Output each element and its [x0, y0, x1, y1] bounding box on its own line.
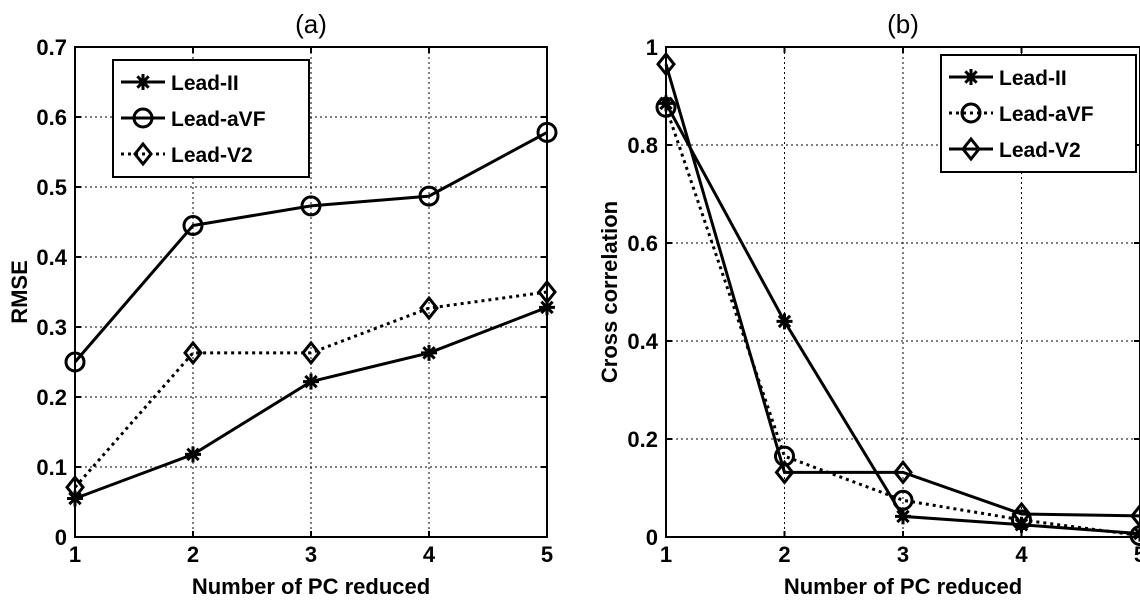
- x-tick-label: 5: [541, 542, 553, 567]
- y-tick-label: 0: [646, 525, 658, 550]
- series-lead-v2: [656, 51, 1140, 529]
- data-point: [418, 185, 440, 207]
- y-tick-label: 0.4: [627, 329, 658, 354]
- data-point: [1011, 509, 1032, 531]
- data-point: [183, 340, 203, 366]
- y-tick-label: 0.3: [36, 315, 67, 340]
- x-tick-label: 2: [187, 542, 199, 567]
- data-point: [303, 373, 319, 390]
- x-axis-label: Number of PC reduced: [192, 574, 430, 599]
- data-point: [895, 508, 911, 525]
- y-tick-label: 0.6: [36, 105, 67, 130]
- data-point: [1130, 503, 1140, 529]
- y-tick-label: 0.8: [627, 133, 658, 158]
- x-tick-label: 1: [69, 542, 81, 567]
- y-tick-label: 0.4: [36, 245, 67, 270]
- series-line: [73, 131, 548, 363]
- data-point: [421, 344, 437, 361]
- x-tick-label: 1: [660, 542, 672, 567]
- y-tick-label: 0.6: [627, 231, 658, 256]
- series-line: [664, 63, 1140, 518]
- y-tick-label: 0.5: [36, 175, 67, 200]
- legend-label: Lead-aVF: [171, 108, 266, 131]
- legend-marker: [963, 69, 979, 85]
- y-tick-label: 0.2: [36, 385, 67, 410]
- y-axis-label: RMSE: [7, 260, 32, 324]
- x-tick-label: 4: [1015, 542, 1028, 567]
- y-tick-label: 0.7: [36, 35, 67, 60]
- y-tick-label: 0.1: [36, 455, 67, 480]
- data-point: [185, 446, 201, 463]
- legend-label: Lead-V2: [171, 144, 253, 167]
- x-tick-label: 4: [423, 542, 436, 567]
- legend-marker: [133, 141, 153, 167]
- y-tick-label: 0.2: [627, 427, 658, 452]
- x-tick-label: 3: [897, 542, 909, 567]
- y-tick-label: 0: [55, 525, 67, 550]
- data-point: [893, 459, 913, 485]
- chart-panel-1: 1 2 3 4 5 0 0.1 0.2 0.3 0.4 0.5 0.6 0.7 Lead-II Lead-a…: [7, 9, 558, 599]
- data-point: [892, 489, 914, 511]
- data-point: [182, 215, 204, 236]
- data-point: [301, 340, 321, 366]
- legend-label: Lead-II: [171, 72, 239, 95]
- chart-panel-2: 1 2 3 4 5 0 0.2 0.4 0.6 0.8 1 Lead-II Lead-aVF Lead-V…: [597, 9, 1140, 599]
- data-point: [774, 445, 795, 467]
- legend-marker: [960, 102, 982, 124]
- data-point: [1011, 501, 1032, 527]
- chart-title: (a): [295, 9, 327, 39]
- x-tick-label: 3: [305, 542, 317, 567]
- legend-marker: [961, 136, 981, 162]
- legend-marker: [132, 107, 154, 129]
- data-point: [776, 313, 793, 330]
- data-point: [300, 195, 322, 217]
- series-line: [73, 290, 548, 489]
- x-axis-label: Number of PC reduced: [784, 574, 1022, 599]
- legend: Lead-II Lead-aVF Lead-V2: [112, 59, 310, 178]
- chart-title: (b): [887, 9, 919, 39]
- axes-frame: [665, 46, 1140, 538]
- x-tick-label: 5: [1134, 542, 1140, 567]
- legend-label: Lead-II: [999, 67, 1067, 90]
- x-tick-label: 2: [778, 542, 790, 567]
- axes-frame: [74, 46, 548, 538]
- data-point: [419, 295, 439, 321]
- y-axis-label: Cross correlation: [597, 201, 622, 383]
- series-lead-avf: [64, 121, 558, 373]
- legend-label: Lead-aVF: [999, 103, 1094, 126]
- legend-label: Lead-V2: [999, 139, 1081, 162]
- data-point: [1129, 525, 1140, 547]
- data-point: [774, 459, 795, 485]
- legend: Lead-II Lead-aVF Lead-V2: [940, 54, 1137, 173]
- legend-marker: [135, 74, 151, 90]
- y-tick-label: 1: [646, 35, 658, 60]
